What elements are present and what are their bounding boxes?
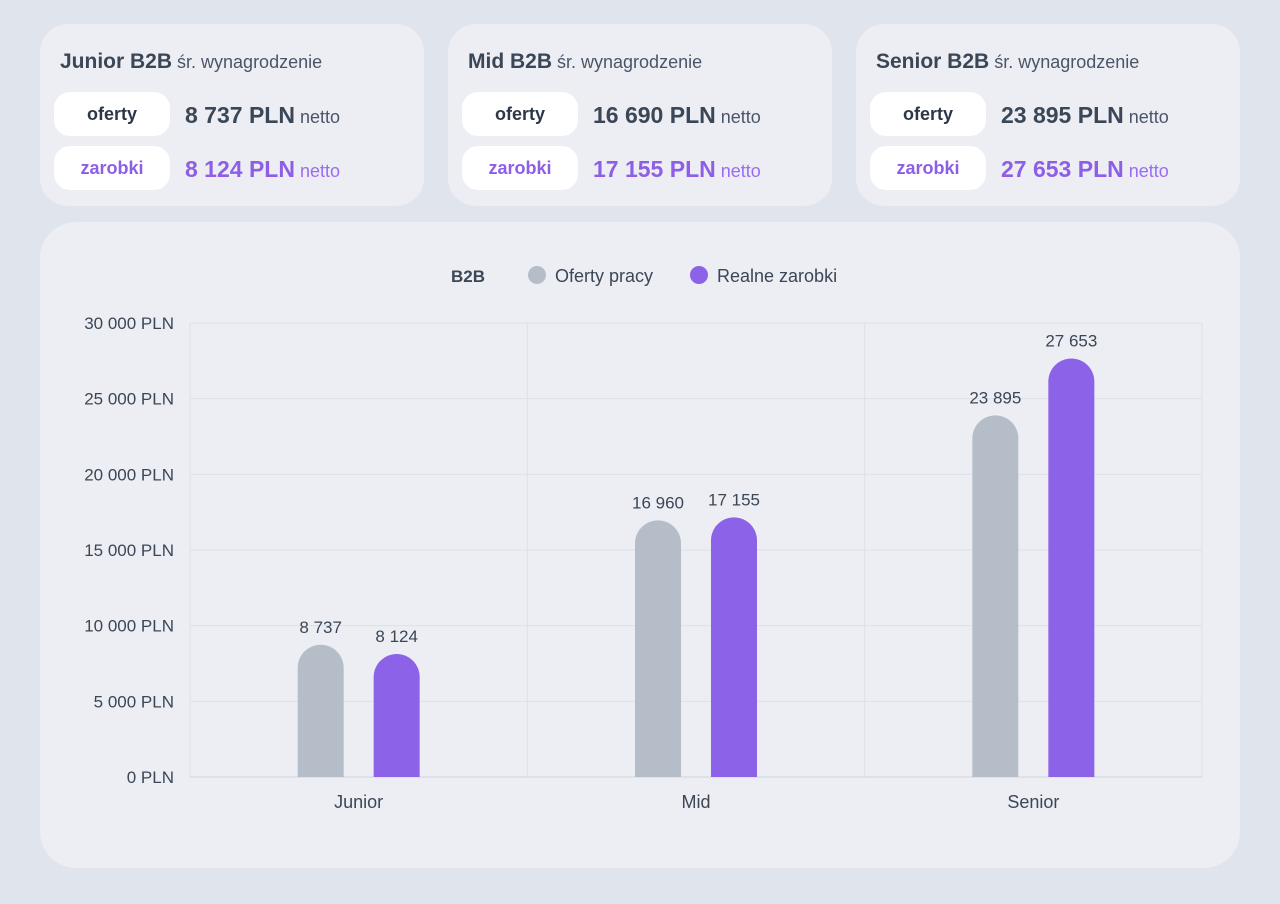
offers-unit: netto [1128, 107, 1169, 127]
legend-label-offers: Oferty pracy [555, 266, 653, 286]
chart-card: 0 PLN 5 000 PLN 10 000 PLN 15 000 PLN 20 000… [40, 222, 1240, 868]
earnings-amount: 8 124 PLN netto [185, 156, 340, 183]
y-tick-label: 0 PLN [127, 768, 174, 787]
y-tick-label: 20 000 PLN [84, 465, 174, 484]
earnings-unit: netto [299, 161, 341, 181]
data-label: 8 124 [375, 627, 418, 646]
bar-earnings [1048, 358, 1095, 777]
card-level: Senior B2B [876, 50, 990, 73]
earnings-unit: netto [720, 161, 761, 181]
offers-pill: oferty [54, 92, 170, 136]
earnings-value: 8 124 PLN [185, 156, 295, 182]
offers-amount: 23 895 PLN netto [1001, 102, 1169, 129]
bar-offers [297, 644, 344, 777]
card-subtitle: śr. wynagrodzenie [994, 52, 1140, 72]
earnings-amount: 27 653 PLN netto [1001, 156, 1169, 183]
offers-amount: 16 690 PLN netto [593, 102, 761, 129]
y-tick-label: 30 000 PLN [84, 314, 174, 333]
earnings-pill: zarobki [462, 146, 578, 190]
earnings-pill: zarobki [870, 146, 986, 190]
data-label: 27 653 [1045, 332, 1097, 351]
x-tick-label: Senior [1007, 792, 1059, 812]
card-title: Mid B2B śr. wynagrodzenie [468, 50, 702, 74]
offers-pill: oferty [462, 92, 578, 136]
y-tick-label: 5 000 PLN [94, 692, 174, 711]
offers-amount: 8 737 PLN netto [185, 102, 340, 129]
card-subtitle: śr. wynagrodzenie [557, 52, 703, 72]
bar-offers [635, 520, 681, 777]
summary-card-mid: Mid B2B śr. wynagrodzenie oferty 16 690 … [448, 24, 832, 206]
bar-earnings [373, 654, 420, 777]
summary-card-senior: Senior B2B śr. wynagrodzenie oferty 23 8… [856, 24, 1240, 206]
earnings-value: 17 155 PLN [593, 156, 716, 182]
data-label: 23 895 [969, 388, 1021, 407]
card-subtitle: śr. wynagrodzenie [177, 52, 323, 72]
legend-marker-offers [528, 266, 546, 284]
data-label: 8 737 [299, 618, 342, 637]
y-tick-label: 25 000 PLN [84, 390, 174, 409]
card-title: Senior B2B śr. wynagrodzenie [876, 50, 1139, 74]
data-label: 16 960 [632, 493, 684, 512]
data-label: 17 155 [708, 490, 760, 509]
bar-earnings [711, 517, 757, 777]
earnings-unit: netto [1128, 161, 1169, 181]
summary-card-junior: Junior B2B śr. wynagrodzenie oferty 8 73… [40, 24, 424, 206]
offers-value: 16 690 PLN [593, 102, 716, 128]
legend-marker-earnings [690, 266, 708, 284]
legend-title: B2B [451, 267, 485, 286]
y-tick-label: 10 000 PLN [84, 617, 174, 636]
earnings-value: 27 653 PLN [1001, 156, 1124, 182]
offers-pill: oferty [870, 92, 986, 136]
y-tick-label: 15 000 PLN [84, 541, 174, 560]
card-title: Junior B2B śr. wynagrodzenie [60, 50, 322, 74]
card-level: Junior B2B [60, 50, 173, 73]
earnings-pill: zarobki [54, 146, 170, 190]
earnings-amount: 17 155 PLN netto [593, 156, 761, 183]
offers-value: 23 895 PLN [1001, 102, 1124, 128]
offers-value: 8 737 PLN [185, 102, 295, 128]
legend-label-earnings: Realne zarobki [717, 266, 837, 286]
x-tick-label: Mid [681, 792, 710, 812]
offers-unit: netto [720, 107, 761, 127]
bar-chart: 0 PLN 5 000 PLN 10 000 PLN 15 000 PLN 20 000… [84, 266, 1203, 812]
offers-unit: netto [299, 107, 341, 127]
x-tick-label: Junior [334, 792, 383, 812]
card-level: Mid B2B [468, 50, 552, 73]
bar-offers [972, 415, 1019, 777]
